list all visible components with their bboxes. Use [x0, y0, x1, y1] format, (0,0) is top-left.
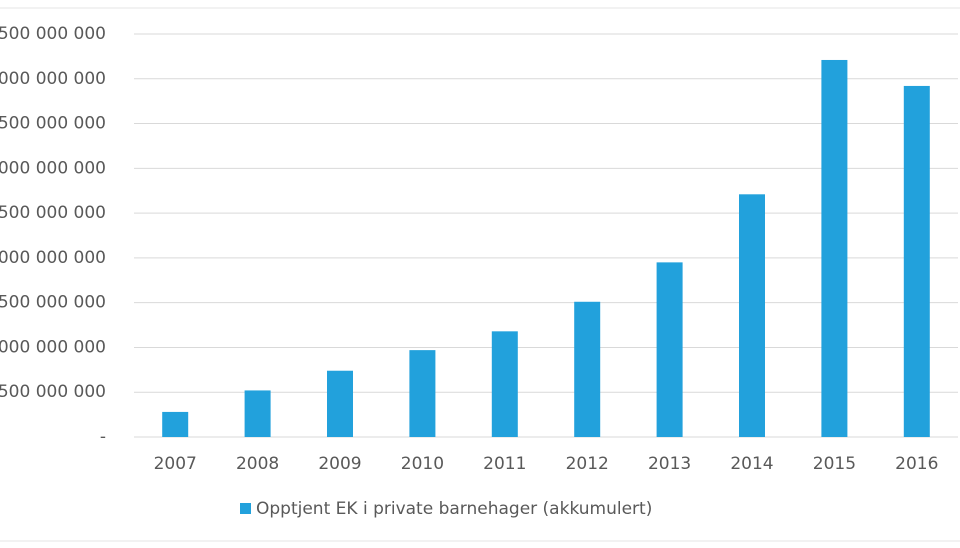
- bar: [244, 390, 271, 437]
- y-tick-label: 4 500 000 000: [0, 24, 106, 44]
- x-tick-label: 2012: [566, 454, 609, 474]
- x-tick-label: 2016: [895, 454, 938, 474]
- y-tick-label: 2 500 000 000: [0, 203, 106, 223]
- y-tick-label: 3 500 000 000: [0, 114, 106, 134]
- y-tick-label: 500 000 000: [0, 382, 106, 402]
- legend-label: Opptjent EK i private barnehager (akkumu…: [256, 499, 652, 519]
- y-tick-label: 1 500 000 000: [0, 293, 106, 313]
- x-tick-label: 2014: [730, 454, 773, 474]
- bar: [574, 301, 601, 437]
- bar: [821, 59, 848, 438]
- y-tick-label: 1 000 000 000: [0, 337, 106, 357]
- x-tick-label: 2010: [401, 454, 444, 474]
- y-tick-label: -: [100, 427, 106, 447]
- x-tick-label: 2008: [236, 454, 279, 474]
- y-tick-label: 4 000 000 000: [0, 69, 106, 89]
- bar: [491, 331, 518, 437]
- bar: [409, 350, 436, 437]
- x-tick-label: 2009: [318, 454, 361, 474]
- x-tick-label: 2015: [813, 454, 856, 474]
- bar: [162, 411, 189, 437]
- bar: [903, 85, 930, 437]
- bar: [656, 262, 683, 437]
- x-tick-label: 2013: [648, 454, 691, 474]
- legend-swatch: [240, 503, 251, 514]
- x-tick-label: 2007: [154, 454, 197, 474]
- bar: [739, 194, 765, 437]
- x-tick-label: 2011: [483, 454, 526, 474]
- y-tick-label: 3 000 000 000: [0, 158, 106, 178]
- bar: [327, 370, 353, 437]
- y-tick-label: 2 000 000 000: [0, 248, 106, 268]
